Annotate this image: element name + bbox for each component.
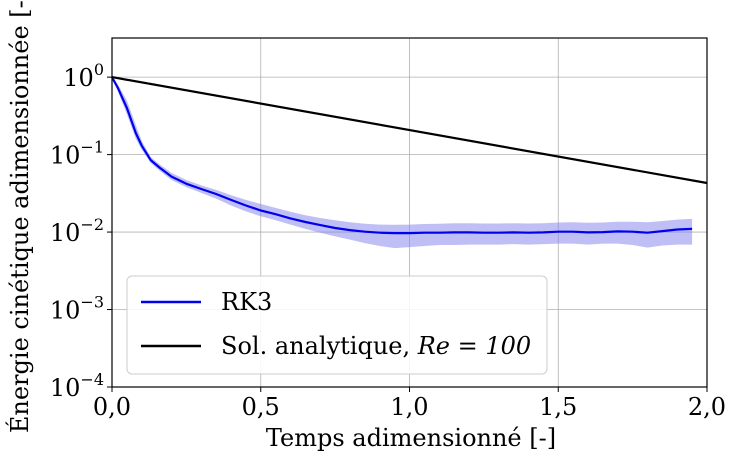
y-axis-label: Énergie cinétique adimensionnée [-] (5, 0, 34, 433)
y-tick-label-base: 10 (50, 297, 81, 325)
x-tick-label: 2,0 (688, 393, 726, 421)
rk3-confidence-band (112, 77, 693, 249)
series-line-rk3 (111, 76, 693, 235)
legend-label-analytic: Sol. analytique, Re = 100 (221, 332, 531, 360)
y-tick-label-exponent: −3 (80, 293, 104, 312)
y-tick-label: 10−3 (50, 293, 104, 325)
y-tick-label-exponent: −1 (80, 138, 104, 157)
x-tick-label: 1,0 (390, 393, 428, 421)
y-tick-label: 100 (63, 60, 104, 92)
y-tick-label-base: 10 (50, 374, 81, 402)
series-line-analytic (111, 76, 708, 185)
legend: RK3 Sol. analytique, Re = 100 (126, 275, 548, 375)
legend-label-rk3: RK3 (221, 288, 272, 316)
y-tick-label-base: 10 (63, 64, 94, 92)
y-tick-label-exponent: 0 (94, 60, 104, 79)
rk3-band-area (112, 77, 693, 249)
y-tick-label-exponent: −4 (80, 370, 104, 389)
x-tick-label: 0,0 (93, 393, 131, 421)
x-tick-label: 0,5 (242, 393, 280, 421)
x-axis-label: Temps adimensionné [-] (266, 424, 556, 452)
y-tick-label-exponent: −2 (80, 215, 104, 234)
y-tick-label: 10−1 (50, 138, 104, 170)
y-tick-label: 10−2 (50, 215, 104, 247)
legend-label-analytic-text: Sol. analytique, (221, 332, 418, 360)
legend-box (126, 275, 548, 375)
x-tick-label: 1,5 (539, 393, 577, 421)
x-axis-ticks: 0,0 0,5 1,0 1,5 2,0 (93, 387, 726, 421)
y-tick-label: 10−4 (50, 370, 104, 402)
series-lines (111, 76, 708, 235)
y-tick-label-base: 10 (50, 142, 81, 170)
y-tick-label-base: 10 (50, 219, 81, 247)
legend-label-analytic-math: Re = 100 (417, 332, 531, 360)
